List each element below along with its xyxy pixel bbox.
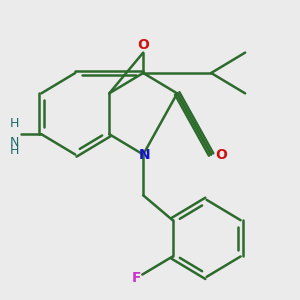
Text: N: N [138,148,150,161]
Text: H: H [9,144,19,157]
Text: H: H [9,117,19,130]
Text: O: O [137,38,149,52]
Text: O: O [215,148,227,161]
Text: F: F [132,271,141,285]
Text: N: N [9,136,19,149]
